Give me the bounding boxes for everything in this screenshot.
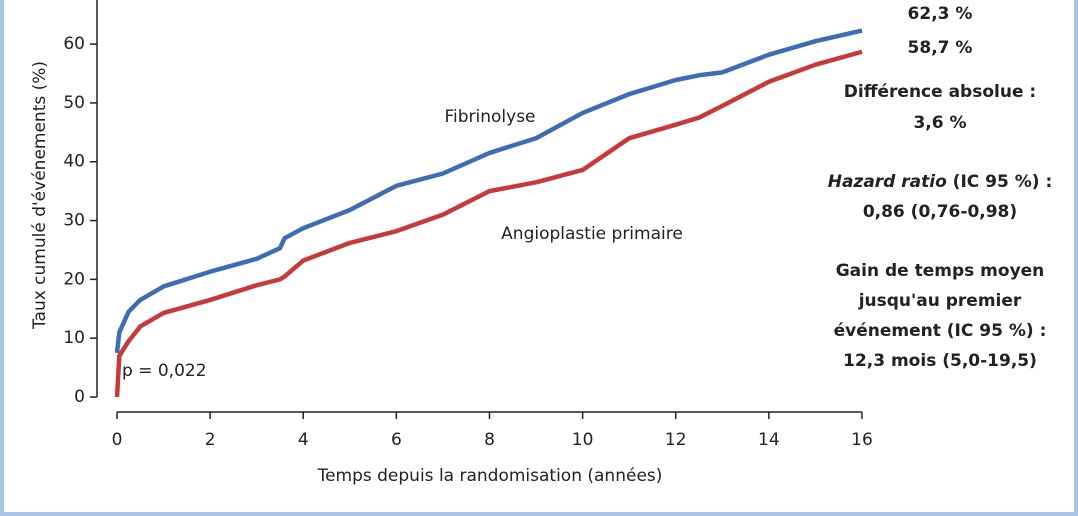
x-tick-label: 8 — [484, 430, 495, 450]
y-tick-label: 40 — [63, 152, 85, 172]
x-tick-label: 14 — [758, 430, 780, 450]
difference-value: 3,6 % — [913, 113, 966, 133]
x-tick-label: 10 — [572, 430, 594, 450]
x-tick-label: 6 — [391, 430, 402, 450]
y-tick-label: 10 — [63, 328, 85, 348]
gain-line: jusqu'au premier — [858, 291, 1022, 311]
series-label: Angioplastie primaire — [501, 224, 683, 244]
hr-value: 0,86 (0,76-0,98) — [863, 202, 1017, 222]
x-tick-label: 0 — [112, 430, 123, 450]
y-axis-label: Taux cumulé d'événements (%) — [30, 61, 50, 330]
difference-title: Différence absolue : — [844, 82, 1036, 102]
y-tick-label: 30 — [63, 211, 85, 231]
p-value: p = 0,022 — [122, 361, 207, 381]
y-tick-label: 50 — [63, 93, 85, 113]
gain-line: Gain de temps moyen — [836, 261, 1045, 281]
x-axis-label: Temps depuis la randomisation (années) — [317, 466, 663, 486]
y-tick-label: 60 — [63, 34, 85, 54]
x-tick-label: 12 — [665, 430, 687, 450]
gain-line: 12,3 mois (5,0-19,5) — [843, 351, 1037, 371]
y-tick-label: 20 — [63, 269, 85, 289]
x-tick-label: 16 — [851, 430, 873, 450]
hr-term: Hazard ratio — [828, 172, 947, 192]
x-tick-label: 4 — [298, 430, 309, 450]
gain-line: événement (IC 95 %) : — [834, 321, 1047, 341]
series-line — [114, 28, 863, 354]
annotations: Différence absolue : 3,6 % Hazard ratio … — [828, 82, 1053, 371]
series-line — [114, 49, 863, 398]
end-label: 58,7 % — [908, 38, 973, 58]
end-label: 62,3 % — [908, 4, 973, 24]
y-tick-label: 0 — [74, 387, 85, 407]
series-label: Fibrinolyse — [444, 107, 535, 127]
x-tick-label: 2 — [205, 430, 216, 450]
hr-rest: (IC 95 %) : — [947, 172, 1053, 192]
hr-title: Hazard ratio (IC 95 %) : — [828, 172, 1053, 192]
